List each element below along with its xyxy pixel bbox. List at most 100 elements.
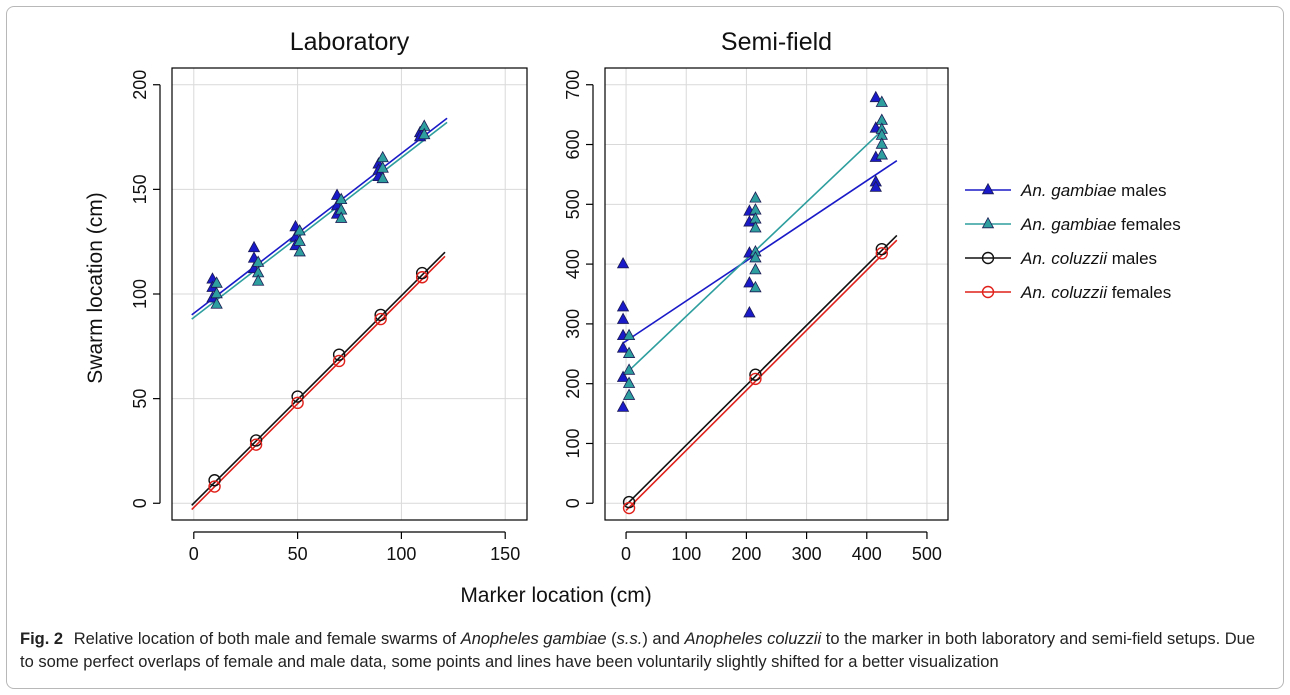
figure-plots: Laboratory 0 50 100 150 0 50 100 150 200 Semi-fie…: [84, 28, 1181, 607]
fit-line-an-gambiae-males: [191, 117, 448, 316]
legend-marker-circle: [981, 251, 995, 265]
x-tick-label: 300: [792, 544, 822, 564]
panel-title: Semi-field: [721, 28, 832, 56]
point-an-gambiae-males: [616, 370, 630, 382]
fit-line-an-coluzzii-males: [625, 234, 898, 506]
point-an-gambiae-males: [869, 90, 882, 103]
x-tick-label: 150: [490, 544, 520, 564]
point-an-gambiae-females: [875, 95, 888, 107]
y-tick-label: 200: [130, 70, 150, 100]
point-an-gambiae-females: [418, 127, 431, 140]
plot-area-frame: [171, 67, 528, 521]
caption-species-coluzzii: Anopheles coluzzii: [684, 630, 822, 648]
legend-marker-circle: [981, 285, 995, 299]
caption-text-4: to the marker in both laboratory and sem…: [20, 630, 1256, 671]
point-an-coluzzii-males: [374, 308, 387, 322]
y-tick-label: 0: [130, 498, 150, 508]
legend-marker-triangle: [981, 182, 995, 195]
caption-figure-label: Fig. 2: [20, 630, 64, 648]
legend-label: An. gambiae males: [1020, 181, 1167, 200]
point-an-coluzzii-males: [749, 368, 762, 381]
x-tick-label: 0: [189, 544, 199, 564]
fit-line-an-gambiae-males: [622, 160, 898, 344]
point-an-gambiae-females: [622, 376, 636, 388]
point-an-gambiae-females: [749, 221, 762, 233]
y-tick-label: 600: [563, 130, 583, 160]
point-an-gambiae-males: [869, 180, 882, 192]
legend-marker-triangle: [981, 216, 995, 229]
legend-label: An. gambiae females: [1020, 215, 1181, 234]
x-tick-label: 50: [288, 544, 308, 564]
panel-laboratory: Laboratory 0 50 100 150 0 50 100 150 200: [130, 28, 528, 564]
y-tick-label: 100: [130, 279, 150, 309]
point-an-gambiae-males: [616, 341, 630, 353]
point-an-gambiae-males: [743, 305, 756, 318]
point-an-coluzzii-females: [374, 312, 387, 326]
point-an-gambiae-males: [616, 256, 630, 269]
y-tick-label: 400: [563, 249, 583, 279]
point-an-coluzzii-males: [622, 495, 636, 509]
point-an-coluzzii-males: [415, 266, 429, 280]
fit-line-an-gambiae-females: [191, 121, 448, 320]
point-an-gambiae-males: [247, 240, 261, 253]
point-an-gambiae-males: [616, 312, 630, 324]
y-tick-label: 150: [130, 174, 150, 204]
point-an-coluzzii-females: [291, 396, 304, 410]
caption-species-gambiae: Anopheles gambiae: [460, 630, 607, 648]
x-tick-label: 200: [731, 544, 761, 564]
point-an-coluzzii-males: [249, 434, 263, 447]
legend-label: An. coluzzii females: [1020, 283, 1171, 302]
x-tick-label: 500: [912, 544, 942, 564]
point-an-gambiae-females: [622, 363, 636, 375]
point-an-coluzzii-females: [622, 501, 636, 515]
point-an-gambiae-females: [293, 244, 306, 257]
point-an-coluzzii-females: [332, 354, 346, 368]
point-an-gambiae-females: [622, 346, 636, 358]
point-an-gambiae-females: [749, 191, 762, 203]
y-tick-label: 300: [563, 309, 583, 339]
caption-text-2: (: [606, 630, 617, 648]
point-an-coluzzii-females: [249, 438, 263, 451]
point-an-coluzzii-males: [875, 242, 889, 256]
panel-title: Laboratory: [290, 28, 410, 56]
fit-line-an-coluzzii-females: [191, 255, 446, 511]
point-an-coluzzii-males: [291, 390, 304, 403]
point-an-gambiae-males: [616, 400, 630, 412]
point-an-gambiae-females: [749, 262, 762, 275]
x-tick-label: 400: [852, 544, 882, 564]
point-an-gambiae-males: [743, 276, 756, 288]
caption-text-3: ) and: [642, 630, 685, 648]
point-an-gambiae-females: [875, 148, 888, 160]
point-an-coluzzii-males: [208, 474, 221, 487]
legend-label: An. coluzzii males: [1020, 249, 1157, 268]
point-an-coluzzii-females: [749, 372, 762, 386]
point-an-gambiae-males: [616, 299, 630, 312]
point-an-gambiae-females: [749, 280, 762, 293]
x-tick-label: 100: [671, 544, 701, 564]
y-tick-label: 0: [563, 498, 583, 508]
figure-frame: [6, 6, 1284, 689]
fit-line-an-coluzzii-males: [191, 251, 446, 506]
point-an-coluzzii-females: [875, 247, 889, 260]
point-an-gambiae-females: [622, 388, 636, 400]
shared-y-axis-label: Swarm location (cm): [84, 192, 107, 383]
point-an-gambiae-females: [376, 171, 389, 184]
point-an-coluzzii-females: [208, 480, 221, 493]
shared-x-axis-label: Marker location (cm): [460, 584, 651, 607]
point-an-gambiae-females: [210, 297, 223, 309]
x-tick-label: 0: [621, 544, 631, 564]
legend: An. gambiae males An. gambiae females An. …: [965, 181, 1181, 302]
y-tick-label: 500: [563, 189, 583, 219]
plot-area-frame: [604, 67, 949, 521]
caption-ss: s.s.: [616, 630, 643, 648]
y-tick-label: 200: [563, 369, 583, 399]
point-an-coluzzii-females: [415, 271, 429, 284]
point-an-gambiae-females: [335, 211, 348, 223]
point-an-gambiae-females: [622, 328, 636, 341]
figure-caption: Fig. 2 Relative location of both male an…: [20, 628, 1270, 674]
y-tick-label: 50: [130, 389, 150, 409]
point-an-gambiae-females: [376, 150, 389, 163]
point-an-coluzzii-males: [332, 348, 346, 361]
x-tick-label: 100: [386, 544, 416, 564]
y-tick-label: 100: [563, 428, 583, 458]
